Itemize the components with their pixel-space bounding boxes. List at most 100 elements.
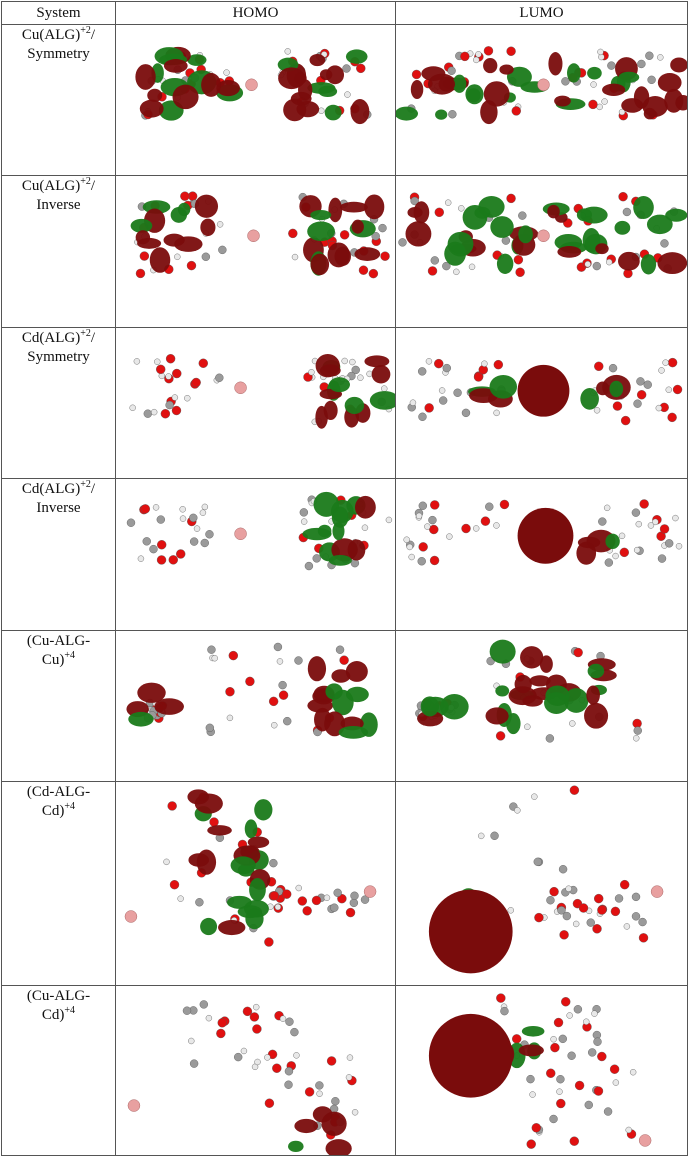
lumo-atom (468, 264, 476, 271)
homo-atom (200, 539, 209, 548)
lumo-atom (631, 912, 641, 921)
homo-atom (276, 658, 284, 665)
lumo-atom (429, 556, 440, 566)
homo-atom (284, 48, 291, 55)
homo-atom (133, 358, 141, 365)
metal-atom (234, 527, 247, 541)
system-cell: (Cu-ALG- Cd)+4 (1, 984, 116, 1156)
lumo-atom (619, 548, 629, 558)
lumo-atom (594, 894, 604, 904)
homo-atom (198, 358, 208, 368)
lumo-atom (665, 386, 672, 393)
lumo-atom (428, 516, 437, 525)
lumo-atom (584, 261, 591, 268)
table-row: (Cd-ALG- Cd)+4 (1, 781, 688, 986)
homo-atom (269, 859, 278, 868)
homo-atom (331, 1096, 340, 1106)
homo-orbital-lobe (245, 908, 264, 930)
lumo-atom (526, 1139, 536, 1149)
homo-orbital-lobe (338, 725, 369, 739)
lumo-atom (531, 793, 538, 801)
lumo-atom (662, 359, 669, 366)
homo-atom (300, 518, 308, 526)
lumo-atom (398, 238, 407, 248)
lumo-atom (620, 880, 630, 890)
lumo-orbital-lobe (554, 234, 583, 252)
lumo-atom (518, 211, 527, 221)
lumo-orbital-lobe (586, 685, 600, 705)
homo-orbital-lobe (345, 660, 368, 682)
lumo-atom (598, 517, 607, 527)
homo-orbital-lobe (354, 247, 381, 262)
homo-atom (171, 405, 182, 416)
metal-atom (247, 230, 260, 243)
lumo-atom (446, 533, 453, 541)
lumo-atom (573, 647, 583, 658)
lumo-atom (550, 1035, 557, 1043)
homo-atom (304, 1086, 315, 1097)
homo-atom (199, 999, 208, 1009)
lumo-orbital-lobe (499, 64, 514, 75)
lumo-atom (658, 367, 665, 374)
homo-atom (291, 254, 299, 261)
homo-atom (179, 515, 187, 523)
lumo-atom (424, 523, 431, 531)
system-cell: (Cu-ALG- Cu)+4 (1, 629, 116, 783)
homo-atom (288, 229, 298, 239)
homo-atom (217, 1017, 227, 1028)
homo-atom (349, 358, 356, 366)
homo-atom (142, 537, 151, 546)
lumo-orbital-figure (428, 785, 664, 974)
lumo-atom (593, 1037, 602, 1046)
homo-atom (189, 1059, 199, 1068)
lumo-orbital-figure (396, 46, 687, 125)
lumo-orbital-lobe (614, 221, 631, 236)
lumo-orbital-lobe (506, 66, 532, 87)
lumo-atom (558, 865, 568, 874)
homo-orbital-figure (124, 789, 377, 948)
homo-atom (285, 1017, 294, 1026)
homo-atom (156, 555, 167, 566)
homo-atom (201, 253, 211, 262)
lumo-atom (417, 557, 426, 566)
lumo-orbital-lobe (447, 232, 474, 257)
lumo-atom (594, 361, 604, 371)
homo-atom (180, 191, 190, 202)
homo-atom (351, 1108, 359, 1116)
lumo-orbital-lobe (665, 209, 687, 223)
homo-atom (218, 246, 227, 255)
lumo-atom (480, 516, 491, 527)
metal-atom (245, 78, 258, 92)
homo-orbital-lobe (307, 221, 335, 242)
homo-orbital-lobe (254, 799, 273, 821)
homo-orbital-figure (129, 353, 395, 429)
lumo-atom (430, 256, 439, 266)
homo-atom (171, 394, 179, 401)
homo-orbital-lobe (331, 669, 351, 683)
homo-atom (149, 545, 158, 554)
lumo-atom (485, 502, 494, 512)
homo-orbital-lobe (321, 1111, 347, 1136)
lumo-atom (623, 923, 631, 930)
homo-orbital-lobe (249, 878, 266, 902)
homo-orbital-figure (127, 999, 359, 1156)
lumo-orbital-lobe (640, 254, 657, 275)
lumo-orbital-lobe (670, 57, 687, 73)
lumo-atom (672, 515, 679, 522)
lumo-orbital-lobe (521, 1025, 545, 1037)
lumo-orbital-figure (407, 357, 683, 426)
metal-atom (363, 885, 377, 899)
lumo-orbital-lobe (557, 246, 582, 259)
lumo-orbital-sphere (428, 889, 513, 974)
homo-atom (278, 690, 289, 700)
lumo-atom (442, 363, 451, 373)
homo-orbital-lobe (163, 59, 188, 73)
lumo-orbital-sphere (517, 508, 574, 565)
lumo-orbital-figure (415, 639, 642, 743)
lumo-atom (526, 1074, 535, 1083)
lumo-atom (495, 731, 506, 741)
homo-orbital-lobe (154, 698, 184, 715)
homo-orbital-lobe (307, 655, 327, 682)
lumo-atom (657, 54, 664, 61)
lumo-orbital-lobe (396, 106, 418, 121)
